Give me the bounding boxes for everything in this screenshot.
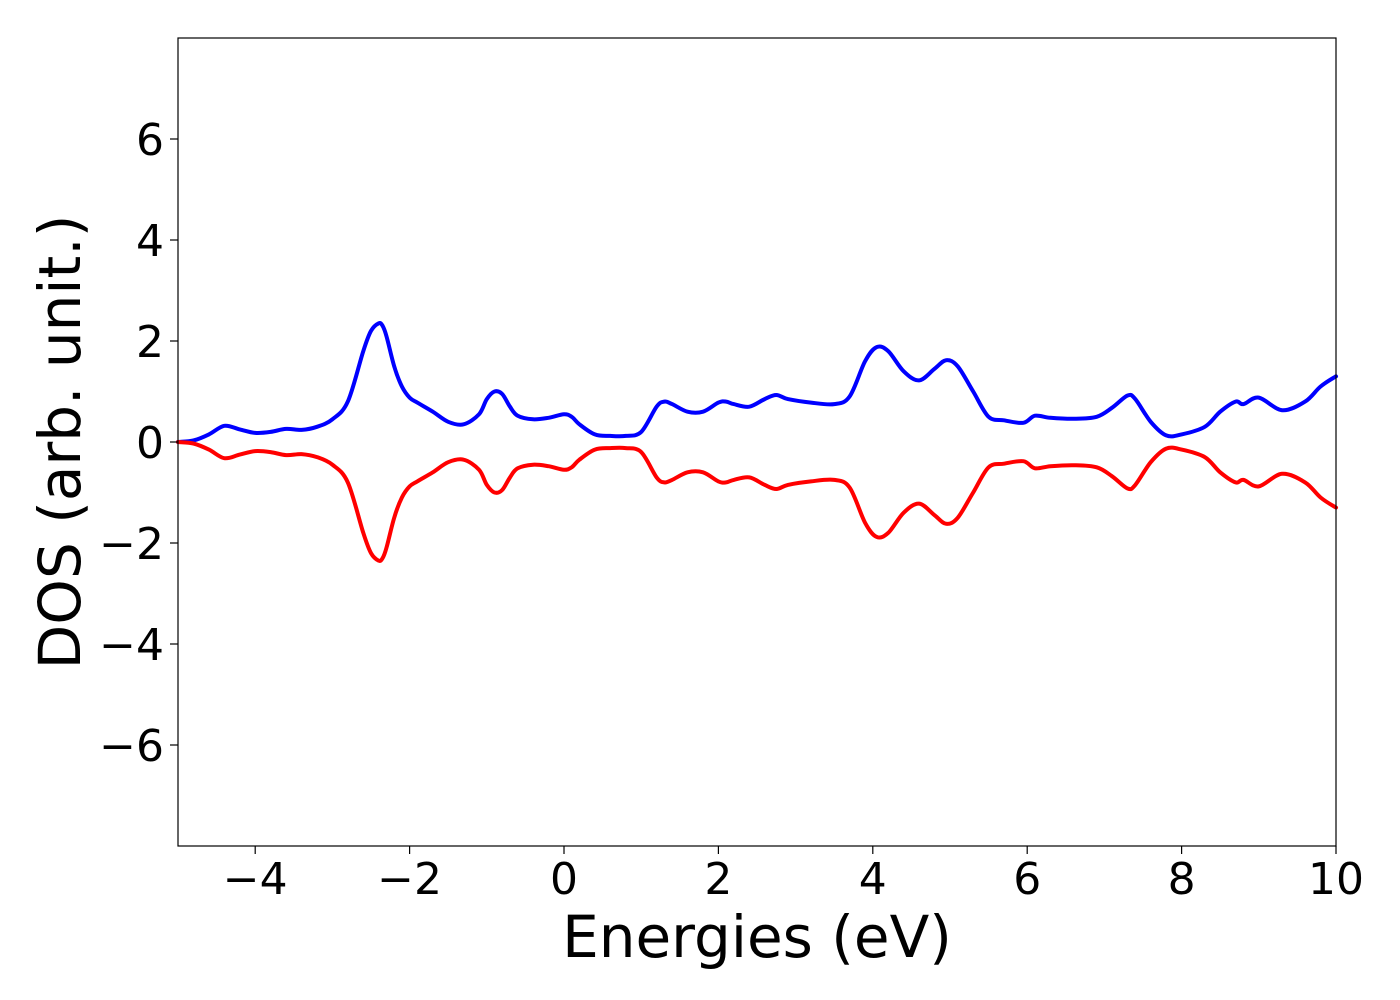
y-tick-label: 6 xyxy=(136,115,164,166)
y-tick-label: 0 xyxy=(136,418,164,469)
x-tick-label: 6 xyxy=(1013,854,1041,905)
y-tick-label: −6 xyxy=(99,721,164,772)
x-axis-title: Energies (eV) xyxy=(562,903,952,971)
x-tick-label: −2 xyxy=(377,854,442,905)
x-tick-label: 2 xyxy=(704,854,732,905)
y-tick-label: 2 xyxy=(136,317,164,368)
series-line-2 xyxy=(176,440,1338,563)
x-axis-ticks: −4 −2 0 2 4 6 8 10 xyxy=(223,846,1364,905)
y-axis-ticks: −6 −4 −2 0 2 4 6 xyxy=(99,115,178,772)
series-line-1 xyxy=(176,321,1338,444)
x-tick-label: 10 xyxy=(1308,854,1364,905)
y-axis-title: DOS (arb. unit.) xyxy=(26,215,94,670)
y-tick-label: −2 xyxy=(99,519,164,570)
x-tick-label: 4 xyxy=(859,854,887,905)
x-tick-label: 8 xyxy=(1168,854,1196,905)
x-tick-label: 0 xyxy=(550,854,578,905)
series-layer xyxy=(176,321,1338,563)
plot-frame xyxy=(177,37,1337,847)
y-tick-label: −4 xyxy=(99,620,164,671)
y-tick-label: 4 xyxy=(136,216,164,267)
x-tick-label: −4 xyxy=(223,854,288,905)
